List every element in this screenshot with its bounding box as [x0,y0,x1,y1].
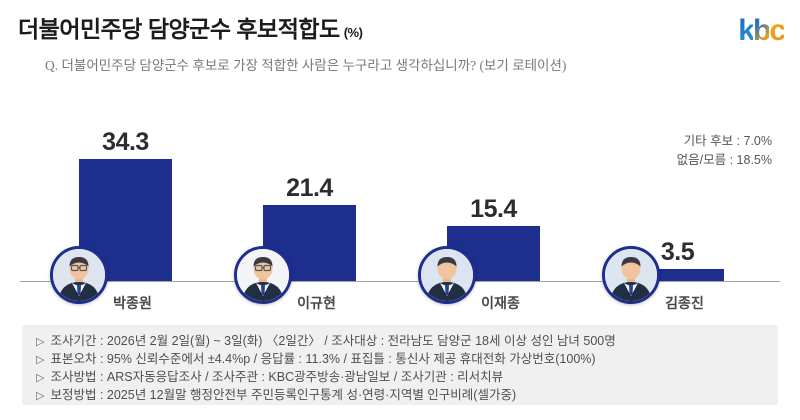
candidate-name: 이재종 [481,295,520,311]
footnote-line: ▷ 조사방법 : ARS자동응답조사 / 조사주관 : KBC광주방송·광남일보 … [36,368,768,386]
other-responses-note: 기타 후보 : 7.0% 없음/모름 : 18.5% [677,132,772,170]
logo-letter-k: k [738,14,755,47]
person-avatar-icon [53,249,105,301]
footnote-text: 조사기간 : 2026년 2월 2일(월) ~ 3일(화) 〈2일간〉 / 조사… [50,334,616,348]
triangle-bullet-icon: ▷ [36,390,45,402]
candidate-name: 김종진 [665,295,704,311]
bar-value-label: 3.5 [660,238,695,266]
triangle-bullet-icon: ▷ [36,372,45,384]
title-unit: (%) [343,25,363,40]
footnote-line: ▷ 조사기간 : 2026년 2월 2일(월) ~ 3일(화) 〈2일간〉 / 조… [36,332,768,350]
candidate-photo [418,246,476,304]
kbc-logo: kbc [738,14,786,47]
none-dontknow-line: 없음/모름 : 18.5% [676,153,772,167]
bar-value-label: 34.3 [102,128,149,156]
triangle-bullet-icon: ▷ [36,354,45,366]
title-text: 더불어민주당 담양군수 후보적합도 [18,16,340,42]
bar-value-label: 21.4 [286,174,333,202]
candidate-photo [602,246,660,304]
person-avatar-icon [421,249,473,301]
logo-letter-c: c [769,14,786,47]
candidate-photo [50,246,108,304]
candidate-photo [234,246,292,304]
candidate-name: 이규현 [297,295,336,311]
logo-letter-b: b [752,14,771,47]
footnote-line: ▷ 표본오차 : 95% 신뢰수준에서 ±4.4%p / 응답률 : 11.3% … [36,350,768,368]
other-candidates-line: 기타 후보 : 7.0% [683,134,772,148]
footnote-text: 표본오차 : 95% 신뢰수준에서 ±4.4%p / 응답률 : 11.3% /… [50,352,596,366]
person-avatar-icon [237,249,289,301]
survey-question: Q. 더불어민주당 담양군수 후보로 가장 적합한 사람은 누구라고 생각하십니… [45,58,567,73]
methodology-footnote-box: ▷ 조사기간 : 2026년 2월 2일(월) ~ 3일(화) 〈2일간〉 / 조… [22,325,778,405]
footnote-line: ▷ 보정방법 : 2025년 12월말 행정안전부 주민등록인구통계 성·연령·지… [36,386,768,404]
bar-chart: 34.3 박종원 21.4 이규현 15.4 이재종 3.5 김종진 [0,100,800,312]
chart-baseline [20,281,780,282]
bar-value-label: 15.4 [470,195,517,223]
candidate-name: 박종원 [113,295,152,311]
person-avatar-icon [605,249,657,301]
page-title: 더불어민주당 담양군수 후보적합도 (%) [18,10,363,44]
footnote-text: 보정방법 : 2025년 12월말 행정안전부 주민등록인구통계 성·연령·지역… [50,388,517,402]
footnote-text: 조사방법 : ARS자동응답조사 / 조사주관 : KBC광주방송·광남일보 /… [50,370,504,384]
triangle-bullet-icon: ▷ [36,336,45,348]
